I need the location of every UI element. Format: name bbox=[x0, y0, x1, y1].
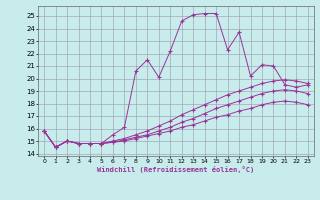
X-axis label: Windchill (Refroidissement éolien,°C): Windchill (Refroidissement éolien,°C) bbox=[97, 166, 255, 173]
